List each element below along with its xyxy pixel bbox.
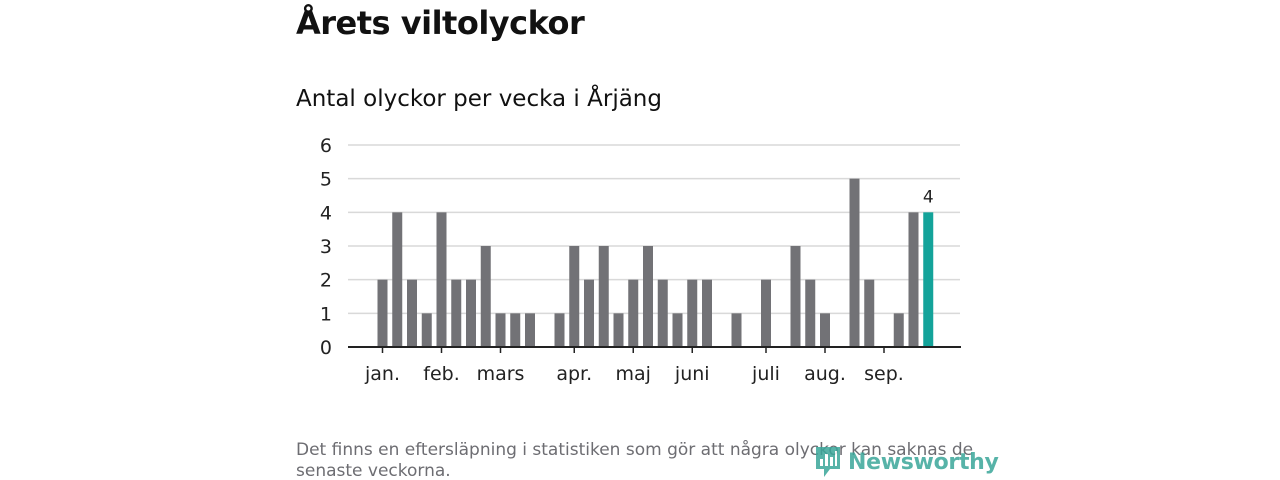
bar [702,279,712,347]
y-tick-label: 5 [320,169,332,191]
bar [731,313,742,347]
x-tick-label: jan. [364,363,400,385]
bar [805,279,816,347]
y-tick-label: 0 [320,337,332,359]
y-tick-label: 4 [320,202,332,224]
bar [510,313,521,347]
bar [687,279,698,347]
y-tick-label: 2 [320,270,332,292]
chart-x-axis: jan. feb. mars apr. maj juni juli aug. sep. [348,346,961,385]
bar-data-label: 4 [923,187,934,207]
bar [893,313,904,347]
bar [584,279,594,347]
bar [392,212,403,347]
bar [864,279,875,347]
page-title: Årets viltolyckor [296,4,585,42]
bar [598,246,609,347]
x-tick-label: juli [751,363,780,385]
y-tick-label: 3 [320,236,332,258]
chart: 0 1 2 3 4 5 6 jan. feb. mars apr. maj juni juli aug. s… [320,135,961,385]
newsworthy-logo-text: Newsworthy [848,449,999,475]
bar [495,313,506,347]
chart-y-axis: 0 1 2 3 4 5 6 [320,135,332,359]
bar [657,279,668,347]
bar [790,246,801,347]
bar [466,279,476,347]
bar [761,279,771,347]
chart-title: Antal olyckor per vecka i Årjäng [296,86,662,112]
bar [849,178,860,347]
bar [451,279,462,347]
y-tick-label: 1 [320,303,332,325]
bar [421,313,432,347]
newsworthy-logo[interactable]: Newsworthy [814,444,999,480]
bar [377,279,388,347]
bar [554,313,565,347]
bar [820,313,830,347]
x-tick-label: juni [674,363,710,385]
bar [569,246,580,347]
bar-highlight [923,212,934,347]
bar [628,279,639,347]
chart-bars [377,178,934,347]
bar [525,313,535,347]
bar [436,212,447,347]
bar [480,246,491,347]
x-tick-label: sep. [864,363,904,385]
x-tick-label: feb. [423,363,459,385]
bar [407,279,417,347]
x-tick-label: mars [477,363,525,385]
bar [643,246,653,347]
footnote: Det finns en eftersläpning i statistiken… [296,440,974,480]
x-tick-label: apr. [556,363,592,385]
bar [672,313,683,347]
chart-data-labels: 4 [923,187,934,207]
bar [613,313,624,347]
x-tick-label: maj [616,363,651,385]
x-tick-label: aug. [804,363,846,385]
y-tick-label: 6 [320,135,332,157]
newsworthy-logo-icon [816,447,840,477]
bar [908,212,919,347]
